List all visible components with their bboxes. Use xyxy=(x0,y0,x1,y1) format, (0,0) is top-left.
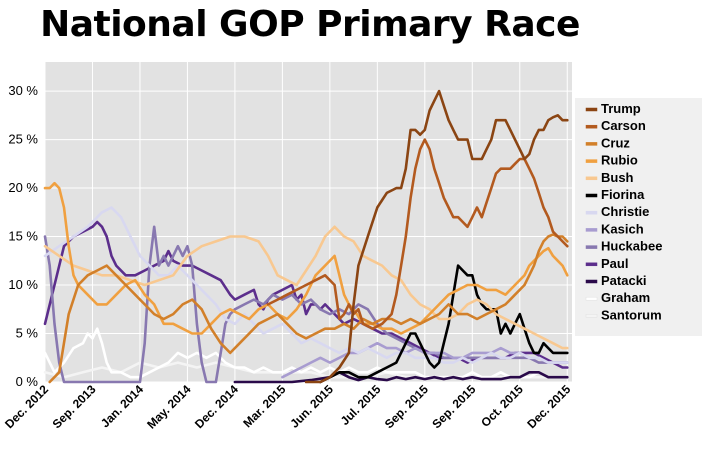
y-axis-ticks: 0 % 5 % 10 % 15 % 20 % 25 % 30 % xyxy=(8,83,38,389)
y-tick-label: 10 % xyxy=(8,277,38,292)
legend-swatch-carson xyxy=(585,124,598,129)
legend-swatch-fiorina xyxy=(585,193,598,198)
legend-swatch-trump xyxy=(585,107,598,112)
series-line-trump xyxy=(304,89,569,384)
x-tick-label: Jun. 2015 xyxy=(287,382,336,431)
x-tick-label: Dec. 2015 xyxy=(524,382,573,431)
legend-swatch-paul xyxy=(585,262,598,267)
legend-swatch-bush xyxy=(585,176,598,181)
series-line-fiorina xyxy=(319,264,569,384)
legend-swatch-graham xyxy=(585,296,598,301)
y-tick-label: 20 % xyxy=(8,180,38,195)
series-line-christie xyxy=(43,206,569,364)
y-tick-label: 30 % xyxy=(8,83,38,98)
legend-swatch-huckabee xyxy=(585,245,598,249)
x-tick-label: Jul. 2015 xyxy=(338,382,384,428)
legend-label-santorum: Santorum xyxy=(601,307,662,322)
legend-label-graham: Graham xyxy=(601,290,650,305)
y-tick-label: 25 % xyxy=(8,132,38,147)
x-tick-label: Sep. 2015 xyxy=(429,382,478,431)
legend-label-bush: Bush xyxy=(601,170,634,185)
series-line-graham xyxy=(43,327,569,379)
series-lines xyxy=(43,89,569,384)
series-line-carson xyxy=(266,138,569,330)
x-tick-label: Sep. 2013 xyxy=(50,382,99,431)
legend-label-fiorina: Fiorina xyxy=(601,187,645,202)
legend-swatch-cruz xyxy=(585,142,598,146)
legend-label-cruz: Cruz xyxy=(601,135,630,150)
legend-label-huckabee: Huckabee xyxy=(601,239,662,254)
plot-area xyxy=(45,62,572,382)
legend-label-kasich: Kasich xyxy=(601,221,644,236)
legend-swatch-christie xyxy=(585,210,598,215)
x-tick-label: Dec. 2014 xyxy=(192,382,241,431)
legend-swatch-santorum xyxy=(585,314,598,318)
legend-label-trump: Trump xyxy=(601,101,641,116)
legend-box xyxy=(575,98,702,336)
x-tick-label: Jan. 2014 xyxy=(98,382,146,430)
y-tick-label: 0 % xyxy=(16,374,39,389)
x-tick-label: Dec. 2012 xyxy=(2,382,51,431)
legend-swatch-patacki xyxy=(585,279,598,284)
legend-label-christie: Christie xyxy=(601,204,649,219)
chart-title: National GOP Primary Race xyxy=(40,4,580,45)
legend-label-paul: Paul xyxy=(601,256,628,271)
legend-swatch-kasich xyxy=(585,228,598,232)
x-tick-label: Sep. 2015 xyxy=(382,382,431,431)
grid-lines xyxy=(44,62,572,383)
legend-label-carson: Carson xyxy=(601,118,646,133)
legend-swatch-rubio xyxy=(585,159,598,163)
legend-label-patacki: Patacki xyxy=(601,273,647,288)
y-tick-label: 5 % xyxy=(16,326,39,341)
series-line-cruz xyxy=(48,233,569,384)
y-tick-label: 15 % xyxy=(8,229,38,244)
series-line-rubio xyxy=(43,181,569,335)
x-tick-label: Mar. 2015 xyxy=(240,382,288,430)
legend-label-rubio: Rubio xyxy=(601,153,638,168)
x-tick-label: May. 2014 xyxy=(144,382,194,432)
x-tick-label: Oct. 2015 xyxy=(478,382,526,430)
series-line-bush xyxy=(43,225,569,350)
series-line-huckabee xyxy=(43,225,569,384)
legend: Trump Carson Cruz Rubio Bush Fiorina Christie K… xyxy=(585,101,662,322)
